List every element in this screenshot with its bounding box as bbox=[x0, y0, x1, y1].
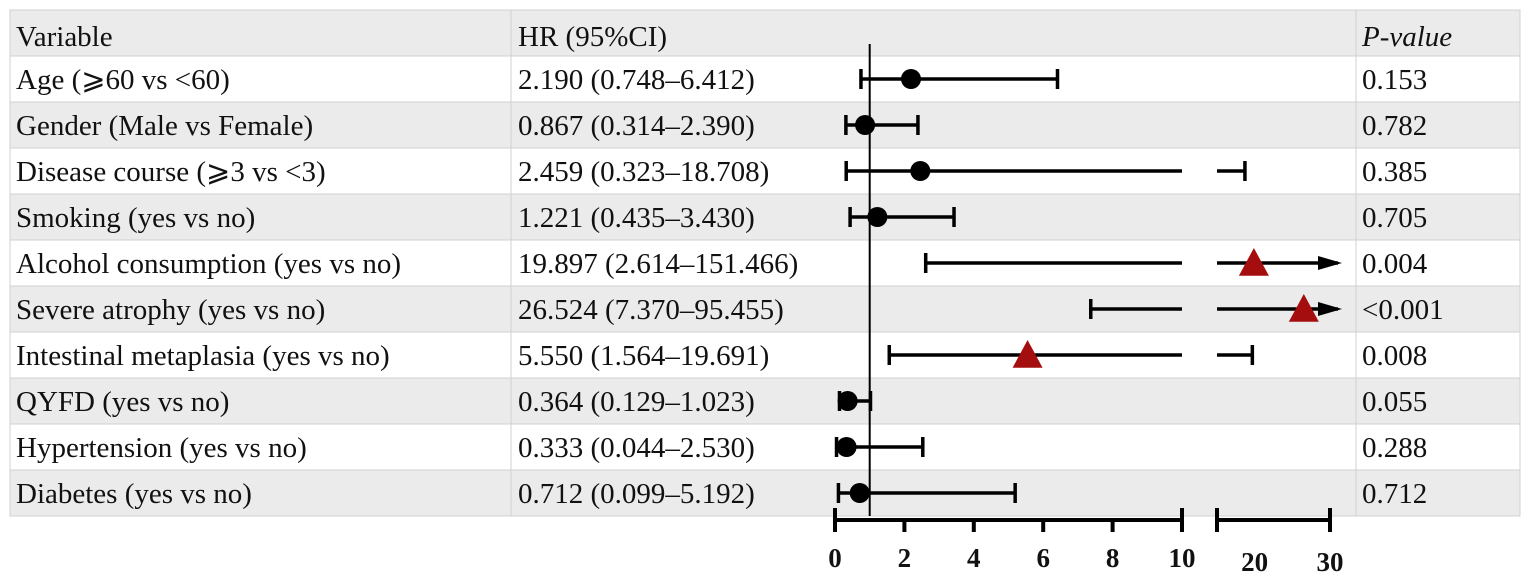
row-p-value: 0.705 bbox=[1362, 202, 1427, 234]
row-variable: Diabetes (yes vs no) bbox=[16, 478, 252, 510]
header-p-value: P-value bbox=[1361, 21, 1452, 53]
row-p-value: 0.055 bbox=[1362, 386, 1427, 418]
point-estimate-triangle bbox=[1238, 248, 1269, 276]
table-background bbox=[9, 9, 1521, 517]
ci-line bbox=[844, 161, 1247, 181]
row-hr-ci: 5.550 (1.564–19.691) bbox=[518, 340, 769, 372]
row-bg bbox=[10, 194, 1520, 240]
row-hr-ci: 0.333 (0.044–2.530) bbox=[518, 432, 755, 464]
ci-arrow-head bbox=[1318, 256, 1342, 270]
x-tick-label: 20 bbox=[1241, 547, 1268, 577]
row-hr-ci: 0.364 (0.129–1.023) bbox=[518, 386, 755, 418]
point-estimate-dot bbox=[900, 69, 921, 89]
table-border bbox=[9, 9, 1521, 517]
row-hr-ci: 0.712 (0.099–5.192) bbox=[518, 478, 755, 510]
row-p-value: 0.004 bbox=[1362, 248, 1428, 280]
row-p-value: 0.153 bbox=[1362, 64, 1427, 96]
table-header: Variable HR (95%CI) P-value bbox=[16, 21, 1452, 53]
row-p-value: <0.001 bbox=[1362, 294, 1444, 326]
row-hr-ci: 0.867 (0.314–2.390) bbox=[518, 110, 755, 142]
row-bg bbox=[10, 378, 1520, 424]
ci-line bbox=[1088, 299, 1342, 319]
ci-arrow-head bbox=[1318, 302, 1342, 316]
point-estimate-triangle bbox=[1012, 340, 1043, 368]
header-variable: Variable bbox=[16, 21, 113, 53]
row-variable: Smoking (yes vs no) bbox=[16, 202, 255, 234]
row-hr-ci: 2.459 (0.323–18.708) bbox=[518, 156, 769, 188]
row-variable: Disease course (⩾3 vs <3) bbox=[16, 156, 326, 188]
row-p-value: 0.288 bbox=[1362, 432, 1427, 464]
point-estimate-dot bbox=[855, 115, 876, 135]
header-hr: HR (95%CI) bbox=[518, 21, 667, 53]
point-estimate-dot bbox=[836, 437, 857, 457]
plot-area bbox=[834, 44, 1342, 516]
point-estimate-triangle bbox=[1288, 294, 1319, 322]
row-bg bbox=[10, 148, 1520, 194]
row-variable: QYFD (yes vs no) bbox=[16, 386, 229, 418]
ci-line bbox=[859, 69, 1060, 89]
row-p-value: 0.712 bbox=[1362, 478, 1427, 510]
ci-line bbox=[923, 253, 1342, 273]
row-bg bbox=[10, 102, 1520, 148]
row-variable: Age (⩾60 vs <60) bbox=[16, 64, 230, 96]
row-hr-ci: 19.897 (2.614–151.466) bbox=[518, 248, 798, 280]
header-row-bg bbox=[10, 10, 1520, 56]
row-p-value: 0.008 bbox=[1362, 340, 1427, 372]
point-estimate-dot bbox=[837, 391, 858, 411]
row-bg bbox=[10, 56, 1520, 102]
row-variable: Hypertension (yes vs no) bbox=[16, 432, 307, 464]
row-hr-ci: 1.221 (0.435–3.430) bbox=[518, 202, 755, 234]
row-bg bbox=[10, 424, 1520, 470]
row-hr-ci: 2.190 (0.748–6.412) bbox=[518, 64, 755, 96]
row-bg bbox=[10, 470, 1520, 516]
x-axis: 0 2 4 6 8 10 20 30 bbox=[828, 508, 1344, 577]
row-p-value: 0.782 bbox=[1362, 110, 1427, 142]
x-tick-label: 6 bbox=[1036, 543, 1050, 573]
row-bg bbox=[10, 332, 1520, 378]
point-estimate-dot bbox=[910, 161, 931, 181]
x-tick-label: 8 bbox=[1106, 543, 1120, 573]
x-tick-label: 4 bbox=[967, 543, 981, 573]
row-hr-ci: 26.524 (7.370–95.455) bbox=[518, 294, 784, 326]
x-tick-label: 30 bbox=[1317, 547, 1344, 577]
row-variable: Intestinal metaplasia (yes vs no) bbox=[16, 340, 390, 372]
row-p-value: 0.385 bbox=[1362, 156, 1427, 188]
x-tick-label: 0 bbox=[828, 543, 842, 573]
table-rows: Age (⩾60 vs <60) 2.190 (0.748–6.412) 0.153… bbox=[16, 64, 1444, 510]
row-variable: Gender (Male vs Female) bbox=[16, 110, 313, 142]
row-variable: Alcohol consumption (yes vs no) bbox=[16, 248, 401, 280]
x-tick-label: 2 bbox=[898, 543, 912, 573]
x-tick-label: 10 bbox=[1169, 543, 1196, 573]
point-estimate-dot bbox=[867, 207, 888, 227]
point-estimate-dot bbox=[849, 483, 870, 503]
row-variable: Severe atrophy (yes vs no) bbox=[16, 294, 325, 326]
